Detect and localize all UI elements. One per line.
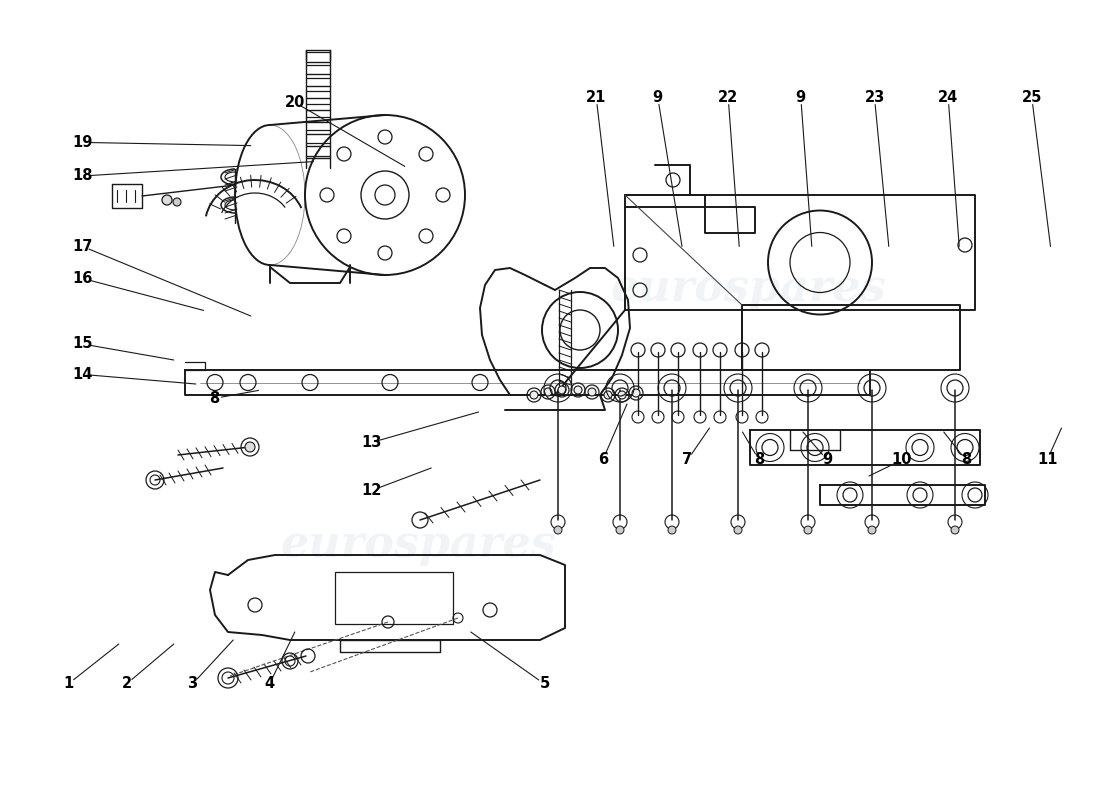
Text: 6: 6	[597, 453, 608, 467]
Text: 20: 20	[285, 95, 305, 110]
Circle shape	[554, 526, 562, 534]
Circle shape	[604, 391, 612, 399]
Circle shape	[616, 526, 624, 534]
Circle shape	[804, 526, 812, 534]
Text: 22: 22	[718, 90, 738, 105]
Circle shape	[952, 526, 959, 534]
Circle shape	[574, 386, 582, 394]
Circle shape	[734, 526, 742, 534]
Text: 17: 17	[73, 239, 92, 254]
Circle shape	[668, 526, 676, 534]
Circle shape	[558, 386, 566, 394]
Text: 24: 24	[938, 90, 958, 105]
Text: 9: 9	[822, 453, 833, 467]
Text: eurospares: eurospares	[280, 522, 556, 566]
Text: 21: 21	[586, 90, 606, 105]
Text: 14: 14	[73, 367, 92, 382]
Text: 23: 23	[865, 90, 884, 105]
Text: 5: 5	[539, 677, 550, 691]
Text: 8: 8	[754, 453, 764, 467]
Text: 2: 2	[121, 677, 132, 691]
Text: 7: 7	[682, 453, 693, 467]
Text: 13: 13	[362, 435, 382, 450]
Circle shape	[530, 391, 538, 399]
Text: 19: 19	[73, 135, 92, 150]
Text: 4: 4	[264, 677, 275, 691]
Text: 8: 8	[209, 391, 220, 406]
Circle shape	[632, 389, 640, 397]
Text: 9: 9	[795, 90, 806, 105]
Text: 1: 1	[63, 677, 74, 691]
Text: 25: 25	[1022, 90, 1042, 105]
Circle shape	[245, 442, 255, 452]
Circle shape	[868, 526, 876, 534]
Circle shape	[618, 391, 626, 399]
Text: 10: 10	[892, 453, 912, 467]
Text: 8: 8	[960, 453, 971, 467]
Text: eurospares: eurospares	[610, 266, 886, 310]
Bar	[336, 572, 453, 624]
Text: 3: 3	[187, 677, 198, 691]
Circle shape	[544, 388, 552, 396]
Circle shape	[588, 388, 596, 396]
Text: 18: 18	[73, 169, 92, 183]
Text: 15: 15	[73, 337, 92, 351]
Text: 9: 9	[652, 90, 663, 105]
Text: 16: 16	[73, 271, 92, 286]
Text: 12: 12	[362, 483, 382, 498]
Circle shape	[162, 195, 172, 205]
Circle shape	[173, 198, 182, 206]
Text: 11: 11	[1037, 453, 1057, 467]
